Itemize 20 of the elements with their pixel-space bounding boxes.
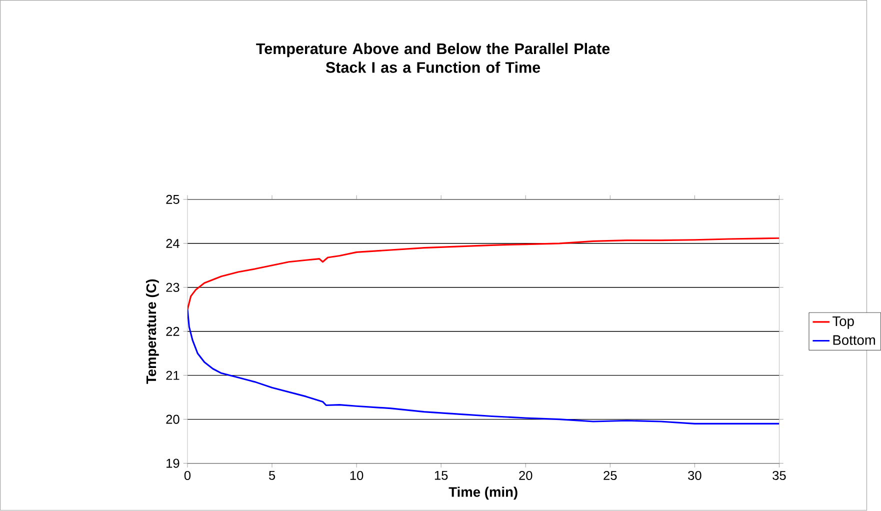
x-tick-label: 10 <box>350 471 364 480</box>
x-tick-label: 5 <box>268 471 276 480</box>
y-axis-title: Temperature (C) <box>146 280 159 384</box>
y-tick-label: 20 <box>166 414 180 424</box>
y-tick-label: 25 <box>166 195 180 204</box>
x-tick-label: 15 <box>434 471 448 480</box>
legend-label: Bottom <box>833 336 875 346</box>
x-tick-label: 0 <box>184 471 191 480</box>
chart-title: Temperature Above and Below the Parallel Plate Stack I as a Function of Time <box>256 43 610 74</box>
y-tick-label: 23 <box>166 283 180 292</box>
y-tick-label: 19 <box>166 458 180 468</box>
x-tick-label: 35 <box>772 471 786 480</box>
y-tick-label: 22 <box>166 327 180 336</box>
x-tick-label: 25 <box>604 471 617 480</box>
legend-label: Top <box>832 316 854 330</box>
y-tick-label: 21 <box>166 371 180 380</box>
x-tick-label: 30 <box>688 471 702 480</box>
x-axis-title: Time (min) <box>448 486 518 500</box>
x-tick-label: 20 <box>519 471 532 480</box>
y-tick-label: 24 <box>166 239 180 248</box>
